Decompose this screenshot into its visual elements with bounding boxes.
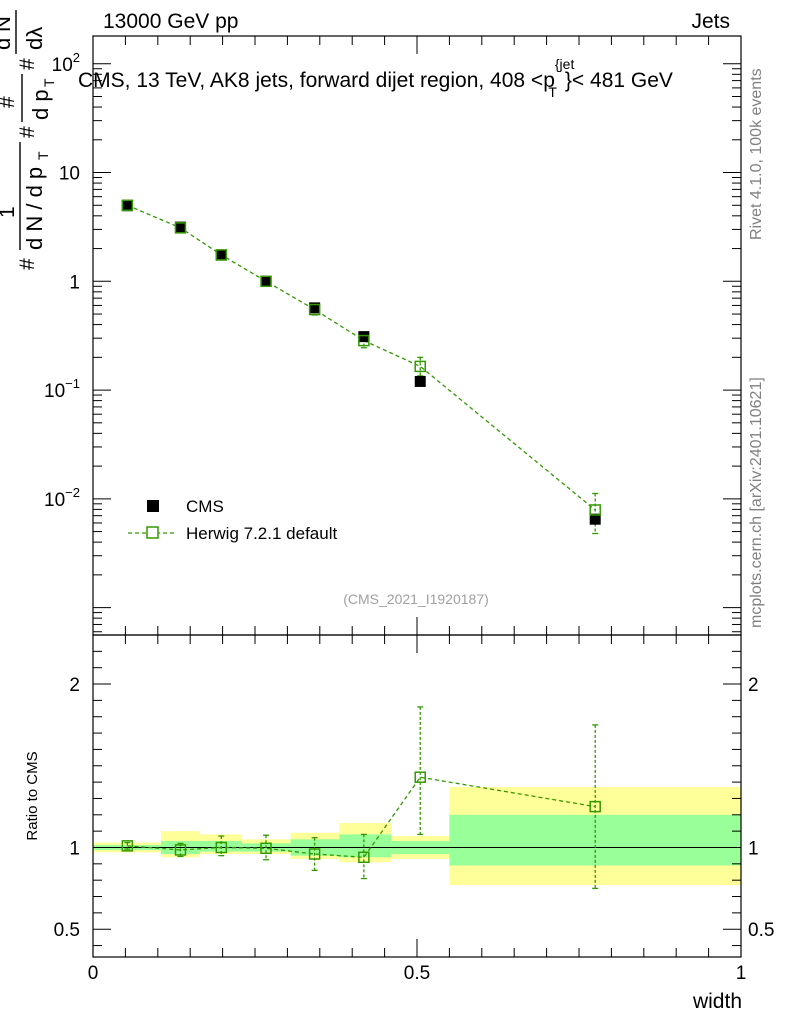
main-y-tick-labels: 10−2 10−1 1 10 102 (44, 50, 80, 511)
herwig-ratio-point (260, 842, 272, 855)
main-y-axis-label: # d N / d p T 1 # d p T # # d 2 N dλ (0, 10, 57, 270)
ratio-y-tick-label-left: 2 (69, 675, 80, 696)
herwig-ratio-point (414, 771, 426, 783)
analysis-tag: (CMS_2021_I1920187) (343, 591, 489, 607)
herwig-main-point (215, 249, 228, 261)
jets-label: Jets (691, 10, 730, 33)
cms-main-point (215, 249, 227, 261)
herwig-main-point (589, 504, 601, 516)
mcplots-label: mcplots.cern.ch [arXiv:2401.10621] (748, 377, 765, 628)
main-y-tick-label: 10−1 (44, 376, 80, 402)
herwig-ratio-point (358, 851, 370, 864)
ratio-y-tick-label-right: 1 (748, 838, 759, 859)
cms-main-point (589, 513, 601, 525)
x-tick-label: 1 (736, 963, 747, 984)
legend-herwig-marker (146, 526, 159, 539)
ratio-y-tick-label-left: 1 (69, 838, 80, 859)
main-y-tick-label: 10−2 (44, 485, 80, 511)
main-y-tick-label: 102 (52, 50, 80, 76)
herwig-ratio-series (121, 706, 601, 890)
ratio-inner-band (339, 834, 392, 858)
main-axis-ticks (92, 36, 742, 635)
svg-text:2: 2 (0, 31, 3, 38)
svg-text:1: 1 (0, 206, 19, 218)
cms-main-point (121, 200, 133, 212)
herwig-main-point (308, 303, 321, 316)
title-tail: }< 481 GeV (565, 69, 673, 92)
herwig-main-series (124, 203, 599, 535)
cms-main-point (309, 302, 321, 314)
herwig-ratio-point (308, 848, 321, 860)
svg-text:#: # (16, 258, 39, 270)
svg-text:d p: d p (28, 89, 53, 120)
herwig-main-point (414, 360, 426, 373)
svg-text:CMS, 13 TeV, AK8 jets, forward: CMS, 13 TeV, AK8 jets, forward dijet reg… (78, 56, 673, 100)
svg-text:T: T (41, 78, 57, 87)
svg-text:#: # (16, 126, 39, 138)
plot-title: CMS, 13 TeV, AK8 jets, forward dijet reg… (78, 56, 673, 100)
cms-main-point (414, 375, 426, 387)
herwig-main-point (260, 275, 272, 288)
x-tick-label: 0.5 (404, 963, 430, 984)
ratio-y-tick-label-left: 0.5 (54, 920, 80, 941)
rivet-version-label: Rivet 4.1.0, 100k events (748, 68, 765, 240)
x-axis-label: width (692, 990, 742, 1013)
cms-main-point (358, 331, 370, 343)
herwig-main-point (121, 199, 134, 212)
herwig-ratio-point (174, 844, 187, 856)
legend-herwig-label: Herwig 7.2.1 default (186, 524, 337, 543)
svg-text:d N / d p: d N / d p (22, 167, 47, 250)
ratio-bands (93, 787, 741, 886)
main-y-tick-label: 1 (69, 272, 80, 293)
herwig-ratio-point (215, 841, 228, 854)
svg-text:N: N (0, 16, 15, 32)
cms-main-point (174, 221, 186, 233)
cms-main-series (121, 199, 601, 525)
herwig-ratio-point (589, 800, 601, 813)
legend: CMS Herwig 7.2.1 default (128, 497, 337, 543)
title-main: CMS, 13 TeV, AK8 jets, forward dijet reg… (78, 69, 555, 92)
svg-text:d: d (0, 38, 15, 50)
title-sup: {jet (555, 56, 575, 72)
herwig-main-point (174, 222, 187, 234)
ratio-y-tick-label-right: 0.5 (748, 920, 774, 941)
title-sub: T (548, 84, 557, 100)
legend-cms-label: CMS (186, 497, 224, 516)
herwig-ratio-point (121, 840, 134, 852)
main-y-tick-label: 10 (59, 164, 80, 185)
main-frame (92, 35, 742, 636)
ratio-tick-labels: 0.5 0.5 1 1 2 2 0 0.5 1 (54, 675, 775, 984)
main-panel: 10−2 10−1 1 10 102 CMS, 13 TeV, AK8 jets, fo… (0, 10, 742, 636)
svg-text:#: # (16, 58, 39, 70)
ratio-y-tick-label-right: 2 (748, 675, 759, 696)
svg-text:dλ: dλ (22, 27, 47, 50)
ratio-y-axis-label: Ratio to CMS (24, 751, 41, 840)
energy-label: 13000 GeV pp (103, 10, 238, 33)
ratio-panel: 0.5 0.5 1 1 2 2 0 0.5 1 Ratio to CMS width (24, 634, 775, 1013)
x-tick-label: 0 (88, 963, 99, 984)
legend-cms-marker (147, 500, 159, 512)
herwig-main-line (127, 204, 596, 511)
svg-text:#: # (0, 96, 19, 108)
ratio-axis-ticks (92, 634, 742, 957)
herwig-main-point (358, 334, 370, 347)
svg-text:T: T (35, 151, 51, 160)
cms-main-point (260, 275, 272, 287)
herwig-ratio-line (127, 776, 596, 858)
